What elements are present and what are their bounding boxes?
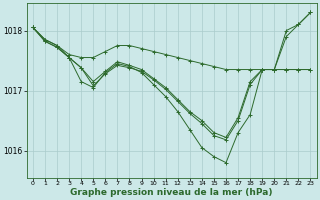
X-axis label: Graphe pression niveau de la mer (hPa): Graphe pression niveau de la mer (hPa) xyxy=(70,188,273,197)
